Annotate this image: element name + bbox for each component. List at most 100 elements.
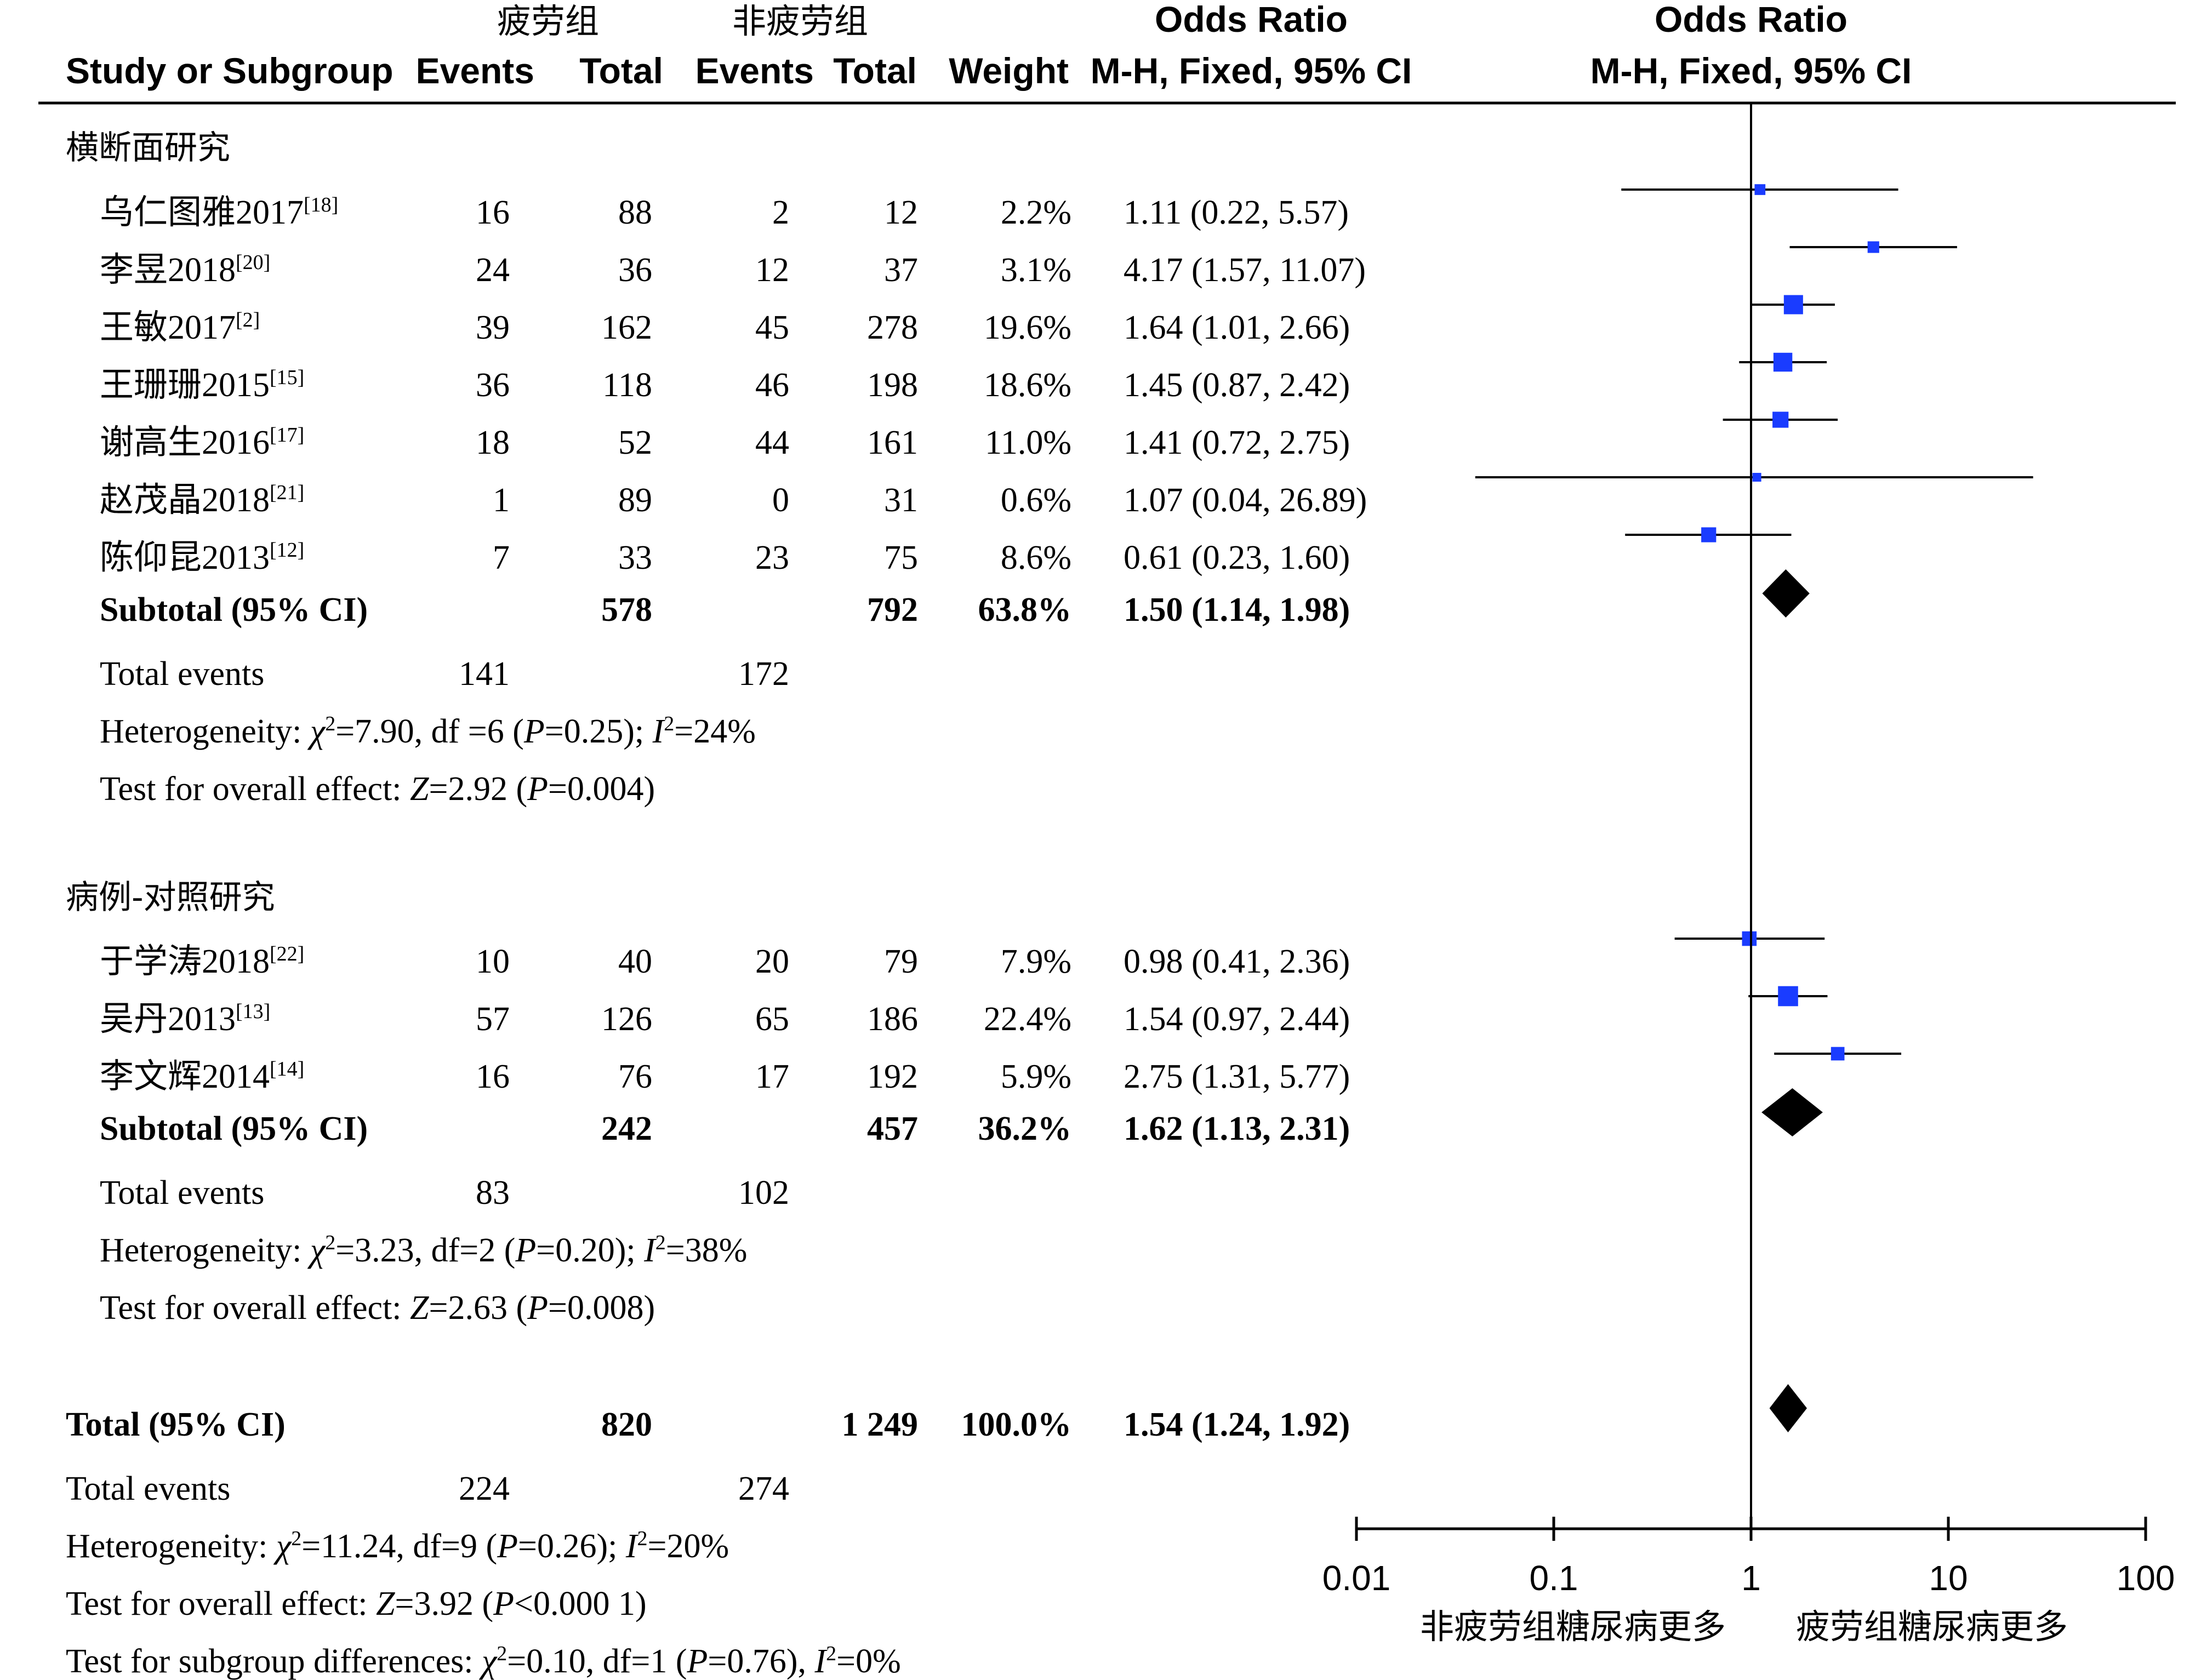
- total-events-group1: 83: [476, 1174, 510, 1212]
- study-name: 吴丹2013[13]: [100, 1000, 270, 1038]
- overall-effect-line: Test for overall effect: Z=2.63 (P=0.008…: [100, 1289, 655, 1327]
- study-name: 李文辉2014[14]: [100, 1058, 304, 1095]
- grand-total-weight: 100.0%: [961, 1406, 1072, 1443]
- grand-total-group1: 820: [601, 1406, 652, 1443]
- events-group1: 18: [476, 424, 510, 461]
- pooled-diamond: [1762, 569, 1810, 618]
- events-group1: 16: [476, 194, 510, 231]
- grand-total-odds-ratio: 1.54 (1.24, 1.92): [1124, 1406, 1350, 1443]
- study-estimate-marker: [1752, 472, 1761, 482]
- events-group2: 2: [772, 194, 789, 231]
- study-estimate-marker: [1773, 352, 1793, 372]
- weight-col-header: Weight: [949, 50, 1069, 91]
- x-tick-label: 10: [1929, 1558, 1968, 1598]
- subtotal-total-group1: 578: [601, 591, 652, 628]
- study-odds-ratio: 0.61 (0.23, 1.60): [1124, 539, 1350, 576]
- events-group1: 10: [476, 943, 510, 980]
- total2-col-header: Total: [833, 50, 917, 91]
- or-col-method: M-H, Fixed, 95% CI: [1091, 50, 1412, 91]
- heterogeneity-line: Heterogeneity: χ2=7.90, df =6 (P=0.25); …: [100, 712, 756, 750]
- study-estimate-marker: [1754, 184, 1766, 195]
- events-group2: 20: [755, 943, 789, 980]
- events-group2: 46: [755, 367, 789, 404]
- study-weight: 3.1%: [1001, 252, 1071, 289]
- x-tick-label: 0.1: [1530, 1558, 1578, 1598]
- total-group2: 79: [884, 943, 918, 980]
- total-events-label: Total events: [100, 1174, 264, 1212]
- total-group2: 278: [867, 309, 918, 346]
- study-weight: 2.2%: [1001, 194, 1071, 231]
- x-tick-label: 0.01: [1322, 1558, 1391, 1598]
- study-weight: 22.4%: [984, 1001, 1071, 1038]
- grand-total-events-group1: 224: [459, 1470, 510, 1507]
- grand-total-events-label: Total events: [66, 1470, 230, 1507]
- overall-effect-line: Test for overall effect: Z=2.92 (P=0.004…: [100, 770, 655, 808]
- events-group2: 12: [755, 252, 789, 289]
- study-name: 赵茂晶2018[21]: [100, 481, 304, 519]
- subtotal-label: Subtotal (95% CI): [100, 1110, 368, 1147]
- study-estimate-marker: [1867, 241, 1879, 253]
- favours-left-label: 非疲劳组糖尿病更多: [1420, 1607, 1726, 1647]
- study-name: 王珊珊2015[15]: [100, 366, 304, 404]
- subtotal-total-group2: 792: [867, 591, 918, 628]
- total-group1: 36: [618, 252, 652, 289]
- events1-col-header: Events: [416, 50, 534, 91]
- total-group1: 40: [618, 943, 652, 980]
- study-weight: 19.6%: [984, 309, 1071, 346]
- total-label: Total (95% CI): [66, 1406, 286, 1443]
- events-group2: 45: [755, 309, 789, 346]
- total1-col-header: Total: [579, 50, 663, 91]
- events-group1: 16: [476, 1058, 510, 1095]
- subtotal-weight: 63.8%: [978, 591, 1072, 628]
- grand-heterogeneity-line: Heterogeneity: χ2=11.24, df=9 (P=0.26); …: [66, 1527, 729, 1565]
- events2-col-header: Events: [695, 50, 814, 91]
- total-events-group2: 102: [738, 1174, 789, 1212]
- events-group1: 1: [493, 482, 510, 519]
- total-group1: 126: [601, 1001, 652, 1038]
- group2-header: 非疲劳组: [732, 1, 868, 41]
- subtotal-weight: 36.2%: [978, 1110, 1072, 1147]
- study-weight: 7.9%: [1001, 943, 1071, 980]
- total-group2: 198: [867, 367, 918, 404]
- total-group1: 89: [618, 482, 652, 519]
- study-weight: 0.6%: [1001, 482, 1071, 519]
- study-name: 于学涛2018[22]: [100, 942, 304, 980]
- heterogeneity-line: Heterogeneity: χ2=3.23, df=2 (P=0.20); I…: [100, 1231, 747, 1269]
- group1-header: 疲劳组: [497, 1, 599, 41]
- x-tick-label: 1: [1741, 1558, 1761, 1598]
- total-group1: 88: [618, 194, 652, 231]
- subtotal-label: Subtotal (95% CI): [100, 591, 368, 628]
- or-col-title: Odds Ratio: [1155, 0, 1348, 39]
- study-odds-ratio: 0.98 (0.41, 2.36): [1124, 943, 1350, 980]
- events-group2: 17: [755, 1058, 789, 1095]
- total-group2: 12: [884, 194, 918, 231]
- events-group2: 44: [755, 424, 789, 461]
- study-odds-ratio: 1.45 (0.87, 2.42): [1124, 367, 1350, 404]
- grand-total-events-group2: 274: [738, 1470, 789, 1507]
- total-events-group2: 172: [738, 655, 789, 693]
- study-odds-ratio: 4.17 (1.57, 11.07): [1124, 252, 1366, 289]
- total-group2: 75: [884, 539, 918, 576]
- pooled-diamond: [1761, 1088, 1823, 1136]
- study-odds-ratio: 1.54 (0.97, 2.44): [1124, 1001, 1350, 1038]
- total-group2: 37: [884, 252, 918, 289]
- study-estimate-marker: [1742, 931, 1757, 946]
- subtotal-odds-ratio: 1.62 (1.13, 2.31): [1124, 1110, 1350, 1147]
- study-estimate-marker: [1831, 1047, 1845, 1061]
- favours-right-label: 疲劳组糖尿病更多: [1796, 1607, 2068, 1647]
- plot-title: Odds Ratio: [1655, 0, 1848, 39]
- total-group2: 31: [884, 482, 918, 519]
- subgroup-heading: 病例-对照研究: [66, 878, 275, 917]
- events-group1: 24: [476, 252, 510, 289]
- total-group1: 118: [602, 367, 652, 404]
- subgroup-heading: 横断面研究: [66, 129, 230, 167]
- total-group1: 162: [601, 309, 652, 346]
- x-tick-label: 100: [2117, 1558, 2175, 1598]
- plot-area: 0.01 0.1 1 10 100 非疲劳组糖尿病更多 疲劳组糖尿病更多: [1322, 103, 2175, 1647]
- total-group2: 186: [867, 1001, 918, 1038]
- study-estimate-marker: [1701, 527, 1717, 542]
- study-odds-ratio: 1.07 (0.04, 26.89): [1124, 482, 1367, 519]
- total-group2: 192: [867, 1058, 918, 1095]
